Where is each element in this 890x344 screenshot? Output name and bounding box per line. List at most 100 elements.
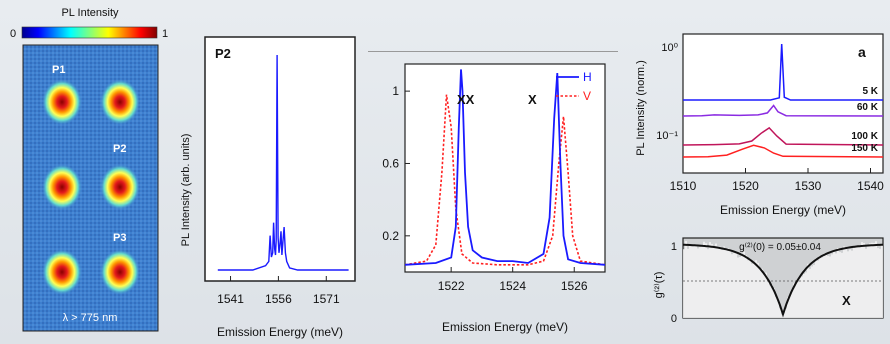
g2-histogram-bar — [781, 314, 783, 318]
pol-legend: H V — [556, 70, 592, 103]
p2-spectrum-line — [217, 54, 349, 271]
pol-series-h-line — [404, 69, 606, 266]
temp-series-label-2: 100 K — [851, 131, 878, 142]
g2-histogram-bar — [857, 247, 859, 318]
g2-histogram-bar — [747, 260, 749, 318]
g2-histogram-bar — [757, 262, 759, 318]
g2-histogram-bar — [865, 248, 867, 318]
g2-histogram-bar — [743, 251, 745, 318]
g2-histogram-bar — [807, 263, 809, 318]
map-panel: PL Intensity 0 1 P1 P2 P3 λ > 775 nm — [10, 7, 168, 332]
g2-y-axis-label: g⁽²⁾(τ) — [653, 272, 665, 299]
temp-xtick-label-0: 1510 — [670, 179, 697, 193]
g2-histogram-bar — [725, 248, 727, 318]
g2-histogram-bar — [727, 248, 729, 318]
g2-panel: g⁽²⁾(τ) 1 0 g⁽²⁾(0) = 0.05±0.04 X — [653, 237, 884, 325]
pol-series-v-line — [404, 94, 606, 266]
g2-histogram-bar — [763, 272, 765, 318]
g2-histogram-bar — [843, 246, 845, 318]
g2-histogram-bar — [869, 243, 871, 318]
g2-histogram-bar — [845, 248, 847, 318]
g2-histogram-bar — [851, 250, 853, 318]
g2-histogram-bar — [827, 255, 829, 318]
g2-histogram-bar — [707, 249, 709, 318]
temp-ytick-1: 10⁰ — [661, 42, 678, 54]
p2-xtick-label-0: 1541 — [217, 292, 244, 306]
g2-x-label: X — [842, 293, 851, 308]
g2-histogram-bar — [815, 258, 817, 318]
g2-histogram-bar — [855, 246, 857, 318]
temp-series-line-3 — [682, 144, 884, 158]
g2-histogram-bar — [777, 299, 779, 318]
g2-histogram-bar — [719, 246, 721, 318]
spot-label-p3: P3 — [113, 232, 126, 244]
g2-histogram-bar — [797, 281, 799, 318]
g2-histogram-bar — [731, 254, 733, 318]
p2-y-axis-label: PL Intensity (arb. units) — [180, 134, 192, 247]
temp-series-line-0 — [683, 43, 883, 101]
g2-histogram-bar — [847, 251, 849, 318]
legend-h-label: H — [583, 70, 592, 84]
colorbar-title: PL Intensity — [61, 7, 119, 19]
g2-histogram-bar — [813, 264, 815, 318]
g2-histogram-bar — [805, 272, 807, 318]
g2-histogram-bar — [875, 241, 877, 318]
g2-histogram-bar — [811, 266, 813, 318]
g2-histogram-bar — [801, 276, 803, 318]
g2-histogram-bar — [819, 258, 821, 318]
g2-histogram-bar — [825, 253, 827, 318]
g2-histogram-bar — [739, 256, 741, 318]
g2-histogram-bar — [783, 312, 785, 318]
g2-histogram-bar — [705, 243, 707, 318]
temp-ytick-0: 10⁻¹ — [656, 130, 678, 142]
g2-histogram-bar — [867, 245, 869, 318]
g2-histogram-bar — [689, 244, 691, 318]
pol-ytick-label-2: 1 — [392, 84, 399, 98]
temp-xtick-label-1: 1520 — [732, 179, 759, 193]
g2-histogram-bar — [699, 247, 701, 318]
g2-histogram-bar — [769, 285, 771, 318]
g2-histogram-bar — [693, 245, 695, 318]
g2-histogram-bar — [735, 252, 737, 318]
g2-histogram-bar — [837, 248, 839, 318]
g2-histogram-bar — [765, 272, 767, 318]
temp-series-label-0: 5 K — [862, 86, 878, 97]
g2-histogram-bar — [759, 268, 761, 318]
spot-label-p1: P1 — [52, 64, 65, 76]
g2-histogram-bar — [737, 257, 739, 318]
temp-series-label-3: 150 K — [851, 143, 878, 154]
g2-histogram-bar — [701, 245, 703, 318]
temp-panel-label: a — [858, 44, 866, 60]
pol-xtick-label-2: 1526 — [561, 279, 588, 293]
g2-histogram-bar — [861, 242, 863, 318]
pol-x-annotation: X — [528, 92, 537, 107]
pol-xx-annotation: XX — [457, 92, 475, 107]
g2-histogram-bar — [709, 242, 711, 318]
g2-histogram-bar — [793, 283, 795, 318]
g2-histogram-bar — [839, 252, 841, 318]
colorbar-min-label: 0 — [10, 28, 16, 40]
g2-histogram-bar — [817, 260, 819, 318]
pol-plot-frame — [404, 63, 606, 273]
colorbar-max-label: 1 — [162, 28, 168, 40]
map-spot-5 — [100, 249, 140, 295]
temp-xtick-label-3: 1540 — [857, 179, 884, 193]
g2-histogram-bar — [721, 249, 723, 318]
temp-xtick-label-2: 1530 — [795, 179, 822, 193]
pol-ytick-label-1: 0.6 — [382, 156, 399, 170]
g2-histogram-bar — [829, 256, 831, 318]
g2-histogram-bar — [881, 244, 883, 318]
g2-value-annotation: g⁽²⁾(0) = 0.05±0.04 — [739, 242, 821, 253]
g2-histogram-bar — [749, 260, 751, 318]
pol-xtick-label-1: 1524 — [499, 279, 526, 293]
g2-histogram-bar — [833, 250, 835, 318]
g2-histogram-bar — [733, 253, 735, 318]
map-spot-1 — [42, 79, 82, 125]
g2-histogram-bar — [849, 249, 851, 318]
g2-histogram-bar — [799, 278, 801, 318]
pol-ytick-label-0: 0.2 — [382, 229, 399, 243]
temp-x-axis-label: Emission Energy (meV) — [720, 203, 846, 217]
g2-histogram-bar — [877, 248, 879, 318]
temp-y-axis-label: PL Intensity (norm.) — [635, 60, 647, 156]
